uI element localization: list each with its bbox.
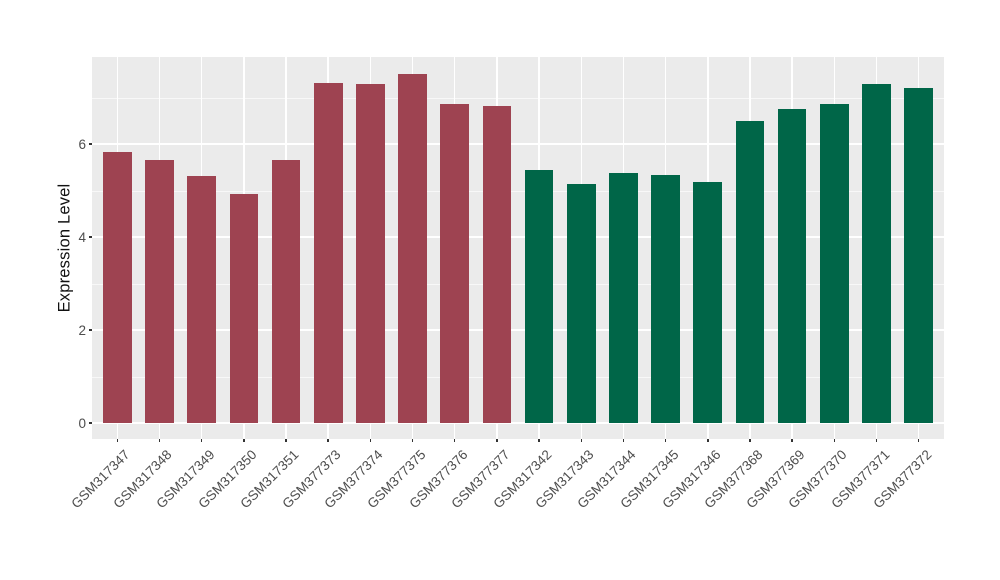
x-tick-mark — [875, 439, 878, 442]
y-tick-mark — [89, 143, 92, 145]
x-tick-mark — [622, 439, 625, 442]
y-tick-mark — [89, 236, 92, 238]
x-tick-mark — [791, 439, 793, 442]
gridline-minor — [92, 283, 944, 285]
x-tick-mark — [327, 439, 329, 442]
gridline-major — [92, 236, 944, 238]
y-tick-mark — [89, 422, 92, 424]
y-tick-label: 6 — [78, 136, 86, 152]
x-tick-mark — [580, 439, 583, 442]
bar-GSM317343 — [566, 183, 596, 423]
gridline-minor — [92, 97, 944, 99]
bar-GSM377374 — [356, 84, 385, 423]
x-tick-mark — [917, 439, 920, 442]
bar-GSM317344 — [609, 172, 638, 423]
bar-GSM377371 — [862, 84, 891, 423]
x-tick-mark — [243, 439, 245, 442]
bar-GSM317350 — [229, 194, 259, 423]
y-tick-label: 2 — [78, 322, 86, 338]
bar-GSM377368 — [735, 121, 765, 423]
gridline-major — [92, 143, 944, 145]
bar-GSM377370 — [819, 104, 849, 423]
bar-GSM317346 — [693, 182, 723, 423]
y-axis-title: Expression Level — [55, 183, 74, 313]
x-tick-mark — [411, 439, 414, 442]
bar-GSM377373 — [313, 83, 343, 423]
x-tick-mark — [200, 439, 203, 442]
bar-GSM377372 — [904, 88, 934, 423]
x-tick-mark — [453, 439, 456, 442]
bar-GSM377376 — [440, 103, 470, 423]
plot-panel — [92, 57, 944, 439]
x-tick-mark — [707, 439, 709, 442]
bar-GSM377377 — [482, 105, 512, 423]
gridline-major — [92, 329, 944, 331]
bar-GSM377369 — [777, 109, 807, 423]
x-tick-mark — [158, 439, 161, 442]
bar-GSM317349 — [187, 176, 216, 423]
bar-GSM317347 — [102, 151, 132, 423]
x-tick-mark — [833, 439, 836, 442]
bar-GSM377375 — [398, 73, 427, 423]
y-tick-label: 0 — [78, 415, 86, 431]
bar-GSM317351 — [271, 159, 301, 423]
gridline-minor — [92, 190, 944, 192]
bar-GSM317342 — [524, 170, 554, 423]
x-tick-mark — [285, 439, 287, 442]
x-tick-mark — [116, 439, 119, 442]
y-tick-mark — [89, 329, 92, 331]
x-tick-mark — [749, 439, 751, 442]
bar-GSM317345 — [651, 175, 680, 423]
x-tick-mark — [496, 439, 498, 442]
gridline-major — [92, 422, 944, 424]
x-tick-mark — [538, 439, 540, 442]
bar-GSM317348 — [145, 159, 174, 423]
y-tick-label: 4 — [78, 229, 86, 245]
x-tick-mark — [369, 439, 372, 442]
x-tick-mark — [664, 439, 667, 442]
gridline-minor — [92, 376, 944, 378]
